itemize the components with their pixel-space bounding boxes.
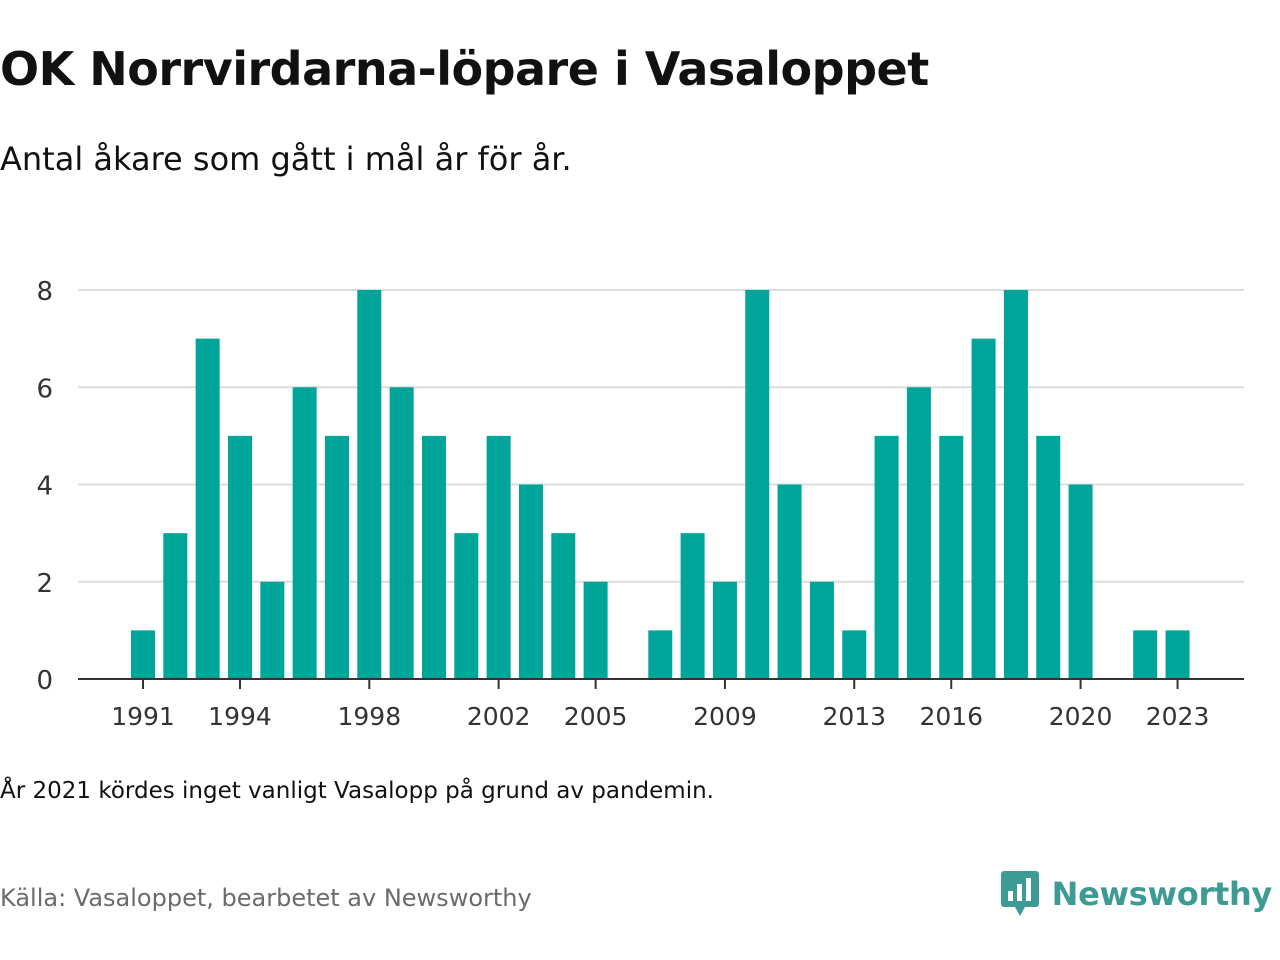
x-tick-label: 1991	[111, 702, 175, 731]
y-tick-label: 6	[36, 374, 53, 404]
bar-1996	[292, 387, 317, 679]
chart-speech-bubble-icon	[1000, 871, 1039, 916]
bar-2009	[712, 581, 737, 679]
bar-1991	[131, 630, 155, 679]
x-tick-label: 2005	[564, 702, 628, 731]
y-tick-label: 2	[36, 569, 53, 599]
bar-2003	[518, 484, 543, 679]
bar-1995	[260, 581, 285, 679]
chart-note: År 2021 kördes inget vanligt Vasalopp på…	[0, 778, 714, 804]
bar-2005	[583, 581, 608, 679]
newsworthy-logo: Newsworthy	[1000, 870, 1272, 918]
bar-1998	[357, 290, 382, 679]
bar-2007	[648, 630, 673, 679]
bar-2023	[1165, 630, 1190, 679]
chart-subtitle: Antal åkare som gått i mål år för år.	[0, 140, 572, 178]
x-tick-label: 2016	[919, 702, 983, 731]
bar-2016	[939, 435, 964, 679]
bar-2019	[1036, 435, 1061, 679]
x-tick-label: 2009	[693, 702, 757, 731]
bar-2008	[680, 533, 705, 679]
bar-1999	[389, 387, 414, 679]
source-text: Källa: Vasaloppet, bearbetet av Newswort…	[0, 884, 532, 912]
bar-2012	[809, 581, 834, 679]
y-tick-label: 0	[36, 666, 53, 696]
bar-1994	[227, 435, 252, 679]
bar-2022	[1133, 630, 1158, 679]
bar-2014	[874, 435, 899, 679]
x-tick-label: 1998	[337, 702, 401, 731]
bar-2001	[454, 533, 479, 679]
x-tick-label: 2013	[822, 702, 886, 731]
bar-2017	[971, 338, 996, 679]
x-tick-label: 2020	[1049, 702, 1113, 731]
bar-2010	[745, 290, 770, 679]
bar-2013	[842, 630, 867, 679]
brand-name: Newsworthy	[1051, 875, 1273, 913]
y-axis-labels: 0 2 4 6 8	[36, 277, 53, 696]
y-tick-label: 4	[36, 472, 53, 502]
bar-1997	[324, 435, 349, 679]
y-tick-label: 8	[36, 277, 53, 307]
x-tick-label: 2002	[467, 702, 531, 731]
bar-2018	[1003, 290, 1028, 679]
bar-2004	[551, 533, 576, 679]
bar-1992	[163, 533, 188, 679]
chart-title: OK Norrvirdarna-löpare i Vasaloppet	[0, 42, 929, 96]
bar-2002	[486, 435, 511, 679]
bar-chart: 0 2 4 6 8 1991 1994 1998 2002 2005 2009 2013 2016 20…	[36, 277, 1244, 731]
bars	[131, 290, 1190, 679]
bar-2015	[906, 387, 931, 679]
bar-2000	[421, 435, 446, 679]
x-tick-label: 1994	[208, 702, 272, 731]
bar-1993	[195, 338, 220, 679]
x-tick-label: 2023	[1146, 702, 1210, 731]
bar-2020	[1068, 484, 1093, 679]
x-axis: 1991 1994 1998 2002 2005 2009 2013 2016 2020 2023	[78, 678, 1244, 731]
bar-2011	[777, 484, 802, 679]
